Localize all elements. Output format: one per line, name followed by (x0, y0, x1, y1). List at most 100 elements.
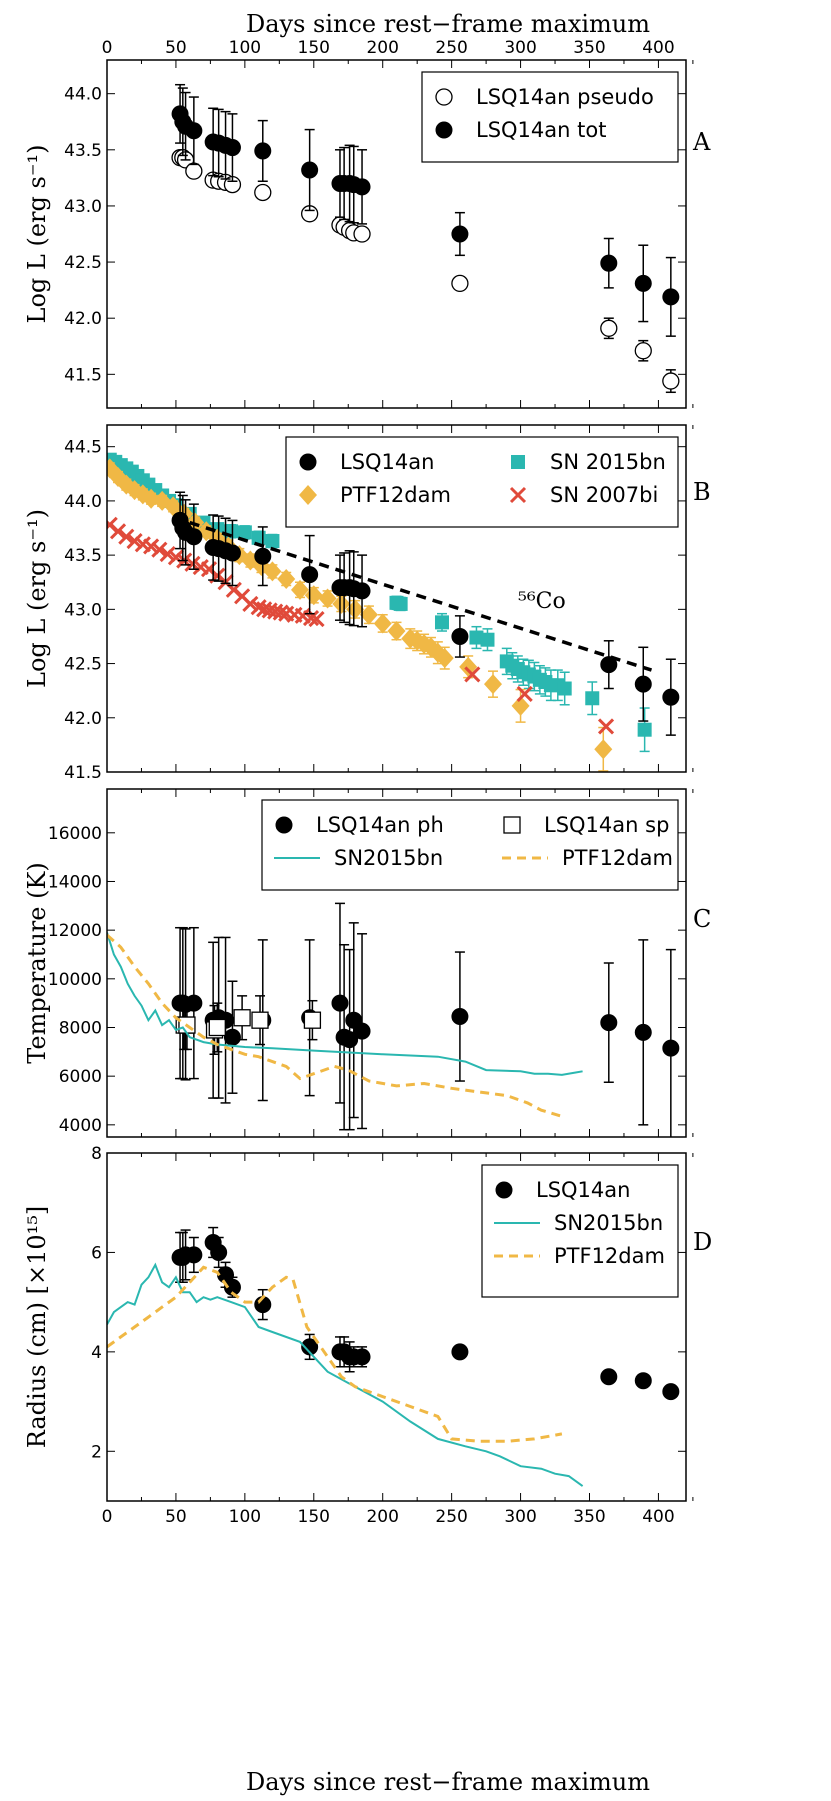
y-tick-label: 43.5 (64, 546, 102, 566)
data-point-lsq14an (451, 627, 469, 645)
legend-item-sn2015bn: SN2015bn (494, 1211, 663, 1235)
panel-letter: A (692, 128, 711, 156)
data-point-lsq14an (223, 544, 241, 562)
legend-item-ptf12dam: PTF12dam (494, 1244, 665, 1268)
data-point-lsq14an (634, 675, 652, 693)
data-point-lsq14an-pseudo (185, 162, 203, 180)
data-point-ptf12dam (263, 561, 282, 582)
legend-item-lsq14an: LSQ14an (299, 450, 434, 474)
legend-box (481, 1164, 679, 1298)
series-line-sn2015bn (107, 932, 583, 1076)
top-x-tick-label: 250 (435, 38, 467, 58)
data-point-ptf12dam (346, 599, 365, 620)
series-56co-decay (189, 520, 653, 672)
data-point-lsq14an-pseudo (662, 372, 680, 390)
y-tick-label: 8000 (59, 1018, 102, 1038)
bottom-x-tick-label: 350 (573, 1507, 605, 1527)
y-tick-label: 6000 (59, 1067, 102, 1087)
data-point-lsq14an (353, 1348, 371, 1366)
y-tick-label: 4000 (59, 1116, 102, 1136)
legend-label: SN2015bn (334, 846, 443, 870)
legend-marker (435, 88, 453, 106)
data-point-lsq14an-sp (208, 1018, 226, 1037)
data-point-lsq14an-pseudo (634, 342, 652, 360)
legend-label: PTF12dam (554, 1244, 665, 1268)
data-point-lsq14an-ph (662, 1039, 680, 1057)
data-point-lsq14an (600, 1368, 618, 1386)
data-point-sn-2007bi (167, 549, 184, 566)
data-point-ptf12dam (318, 588, 337, 609)
data-point-sn-2015bn (237, 525, 252, 540)
legend-marker (435, 121, 453, 139)
data-point-ptf12dam (291, 579, 309, 600)
y-tick-label: 6 (91, 1243, 102, 1263)
series-lsq14an-pseudo (171, 149, 680, 394)
data-point-sn-2007bi (151, 541, 168, 558)
data-point-lsq14an-tot (662, 288, 680, 306)
legend-label: PTF12dam (562, 846, 673, 870)
data-point-ptf12dam (459, 656, 478, 677)
plot-area (107, 452, 680, 772)
data-point-sn-2007bi (597, 718, 615, 735)
bottom-x-tick-label: 150 (298, 1507, 330, 1527)
top-x-tick-label: 150 (298, 38, 330, 58)
data-point-sn-2007bi (184, 555, 201, 572)
data-point-lsq14an (662, 688, 680, 706)
legend-item-lsq14an: LSQ14an (495, 1178, 630, 1202)
data-point-lsq14an-tot (451, 225, 469, 243)
plot-area (171, 83, 680, 394)
data-point-ptf12dam (107, 458, 119, 479)
panel-d: 0 50 100 150 200 250 300 350 400 2 4 6 8 Radius (cm) … (23, 1144, 712, 1527)
plot-frame (106, 788, 687, 1138)
series-lsq14an (171, 491, 680, 736)
y-tick-label: 43.0 (64, 197, 102, 217)
data-point-lsq14an-ph (353, 1022, 371, 1040)
legend-marker (275, 816, 293, 834)
legend-box (421, 71, 679, 163)
data-point-lsq14an (451, 1343, 469, 1361)
data-point-lsq14an-sp (233, 1009, 251, 1027)
bottom-x-tick-label: 100 (229, 1507, 261, 1527)
data-point-ptf12dam (594, 739, 613, 760)
data-point-sn-2015bn (393, 596, 408, 611)
y-axis-label: Log L (erg s⁻¹) (23, 509, 51, 688)
data-point-lsq14an (185, 1246, 203, 1264)
co56-annotation: ⁵⁶Co (518, 589, 566, 614)
legend-label: PTF12dam (340, 483, 451, 507)
y-tick-label: 43.5 (64, 141, 102, 161)
data-point-lsq14an-tot (634, 274, 652, 292)
y-tick-label: 41.5 (64, 365, 102, 385)
bottom-x-tick-label: 250 (435, 1507, 467, 1527)
plot-frame (106, 424, 687, 773)
top-x-tick-label: 200 (366, 38, 398, 58)
data-point-lsq14an (185, 528, 203, 546)
data-point-lsq14an-tot (254, 142, 272, 160)
y-tick-label: 42.5 (64, 253, 102, 273)
y-tick-label: 14000 (48, 872, 102, 892)
legend-marker (495, 1181, 513, 1199)
legend: LSQ14an ph LSQ14an sp SN2015bn PTF12dam (261, 799, 679, 891)
series-line-ptf12dam (107, 933, 563, 1118)
data-point-lsq14an (254, 547, 272, 565)
legend: LSQ14an SN 2015bn PTF12dam SN 2007bi (285, 436, 679, 528)
series-ptf12dam (107, 1265, 563, 1443)
data-point-sn-2007bi (242, 595, 259, 612)
legend-label: LSQ14an (340, 450, 434, 474)
y-tick-label: 10000 (48, 970, 102, 990)
plot-frame (106, 59, 687, 409)
data-point-ptf12dam (387, 621, 406, 642)
legend-label: LSQ14an sp (544, 813, 669, 837)
data-point-lsq14an (600, 656, 618, 674)
data-point-sn-2015bn (251, 530, 266, 545)
legend-marker (299, 453, 317, 471)
y-tick-label: 44.0 (64, 492, 102, 512)
data-point-sn-2007bi (308, 611, 325, 628)
data-point-lsq14an-sp (303, 1011, 322, 1029)
y-tick-label: 42.0 (64, 709, 102, 729)
panel-letter: C (693, 905, 711, 933)
bottom-x-axis-label: Days since rest−frame maximum (246, 1768, 650, 1796)
y-tick-label: 4 (91, 1343, 102, 1363)
data-point-lsq14an-pseudo (451, 274, 469, 293)
series-sn-2015bn (107, 452, 652, 753)
data-point-lsq14an-tot (185, 122, 203, 140)
